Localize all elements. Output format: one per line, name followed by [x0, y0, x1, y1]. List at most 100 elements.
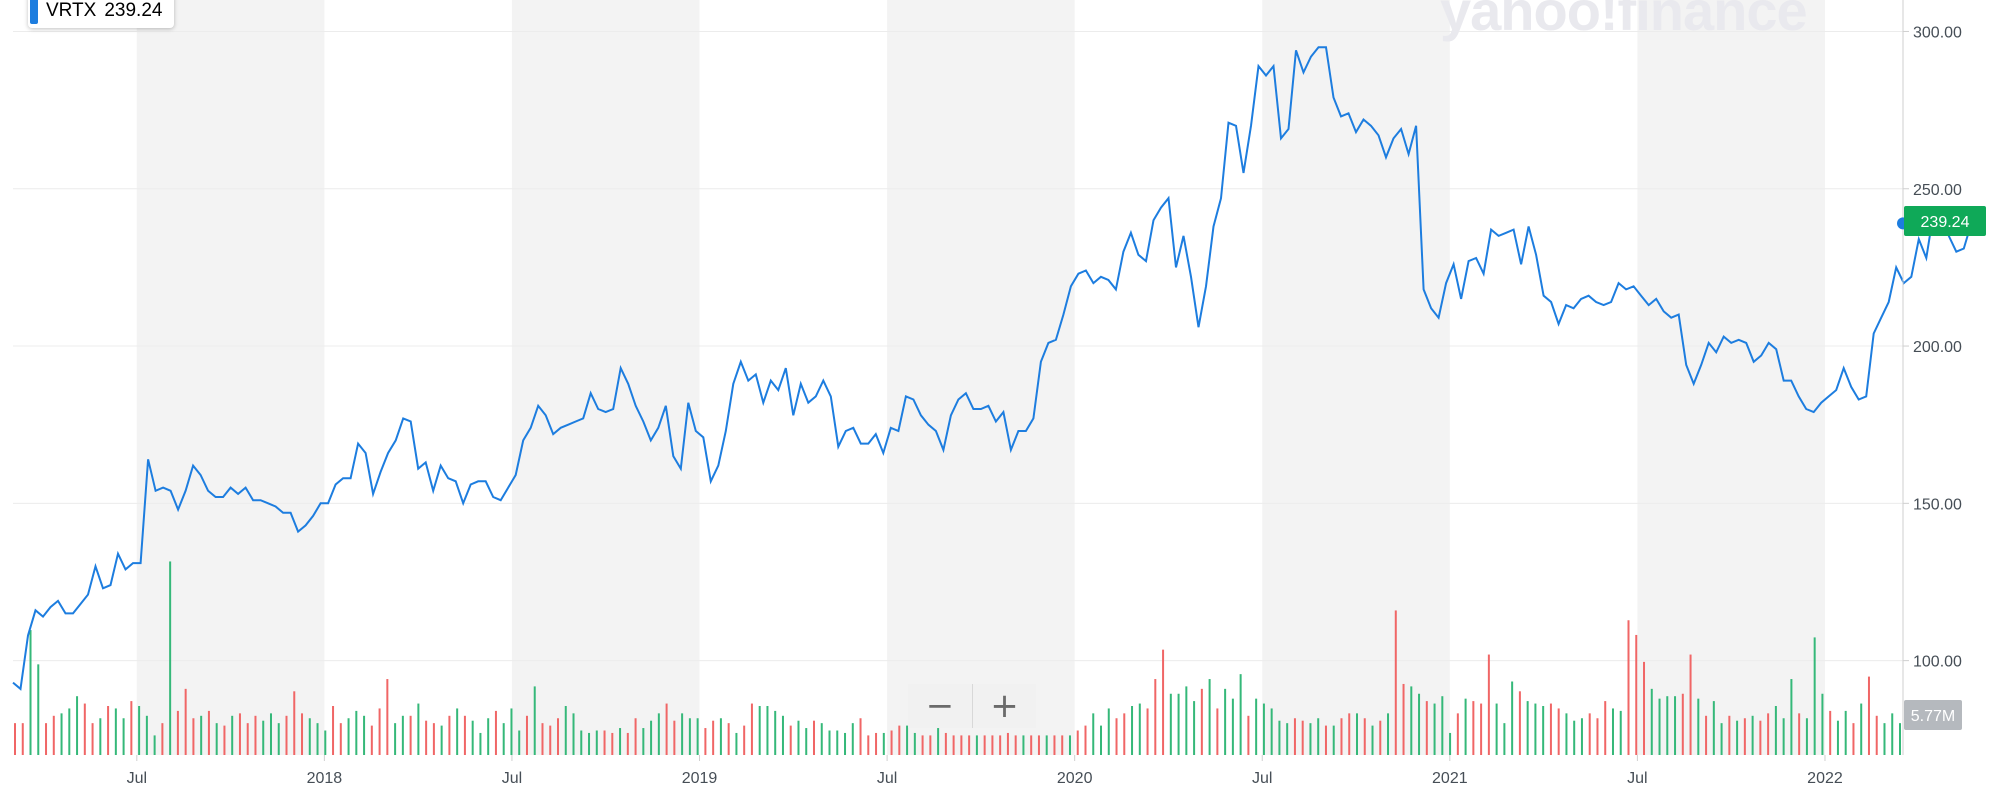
volume-bar-49	[394, 723, 397, 755]
volume-bar-61	[487, 718, 490, 755]
volume-bar-3	[37, 664, 40, 755]
volume-bar-172	[1348, 713, 1351, 755]
y-tick-label-2: 200.00	[1913, 339, 1962, 356]
volume-bar-120	[944, 732, 947, 755]
volume-bar-236	[1844, 710, 1847, 755]
volume-bar-187	[1464, 698, 1467, 755]
volume-bar-185	[1449, 732, 1452, 755]
volume-bar-241	[1883, 723, 1886, 755]
volume-bar-173	[1355, 713, 1358, 755]
volume-bar-233	[1821, 693, 1824, 755]
volume-bar-226	[1767, 713, 1770, 755]
volume-bar-202	[1580, 718, 1583, 755]
volume-bar-243	[1899, 723, 1901, 755]
volume-bar-129	[1014, 735, 1017, 755]
volume-bar-179	[1402, 683, 1405, 755]
volume-bar-212	[1658, 698, 1661, 755]
volume-bar-117	[921, 735, 924, 755]
volume-bar-9	[83, 703, 86, 755]
volume-bar-21	[176, 710, 179, 755]
ticker-symbol: VRTX	[46, 0, 97, 21]
volume-bar-34	[277, 723, 280, 755]
volume-bar-148	[1162, 649, 1165, 755]
volume-bar-56	[448, 715, 451, 755]
volume-bar-100	[789, 725, 792, 755]
volume-bar-193	[1511, 681, 1514, 755]
volume-bar-198	[1549, 703, 1552, 755]
volume-bar-80	[634, 718, 637, 755]
volume-bar-70	[557, 718, 560, 755]
volume-bar-213	[1666, 696, 1669, 755]
volume-bar-177	[1387, 713, 1390, 755]
volume-bar-109	[859, 718, 862, 755]
shaded-band-2	[887, 0, 1075, 755]
volume-bar-55	[440, 725, 443, 755]
volume-bar-20	[169, 561, 172, 755]
volume-bar-136	[1068, 735, 1071, 755]
volume-bar-32	[262, 720, 265, 755]
volume-bar-188	[1472, 701, 1475, 755]
volume-bar-139	[1092, 713, 1095, 755]
volume-bar-29	[238, 713, 241, 755]
volume-bar-206	[1611, 708, 1614, 755]
volume-bar-62	[494, 710, 497, 755]
price-badge-text: 239.24	[1921, 214, 1970, 231]
volume-bar-110	[867, 735, 870, 755]
volume-bar-170	[1332, 725, 1335, 755]
volume-bar-63	[502, 723, 505, 755]
volume-bar-145	[1138, 703, 1141, 755]
volume-bar-147	[1154, 679, 1157, 755]
volume-bar-153	[1200, 688, 1203, 755]
volume-bar-211	[1650, 688, 1653, 755]
x-tick-label-6: Jul	[1252, 770, 1272, 787]
volume-bar-111	[875, 732, 878, 755]
x-tick-label-3: 2019	[682, 770, 718, 787]
zoom-out-button[interactable]: −	[908, 684, 972, 728]
volume-bar-155	[1216, 708, 1219, 755]
volume-bar-0	[14, 723, 16, 755]
volume-bar-159	[1247, 715, 1250, 755]
volume-bar-86	[681, 713, 684, 755]
volume-bar-122	[960, 735, 963, 755]
volume-bar-14	[122, 718, 125, 755]
volume-bar-77	[611, 732, 614, 755]
volume-bar-224	[1751, 715, 1754, 755]
volume-bar-83	[657, 713, 660, 755]
volume-bar-174	[1363, 718, 1366, 755]
volume-bar-167	[1309, 723, 1312, 755]
volume-bar-166	[1301, 720, 1304, 755]
volume-bar-30	[246, 723, 249, 755]
volume-bar-158	[1239, 674, 1242, 755]
volume-bar-209	[1635, 634, 1638, 755]
yahoo-finance-watermark: yahoo!finance	[1440, 0, 1807, 42]
volume-bar-150	[1177, 693, 1180, 755]
x-tick-label-9: 2022	[1807, 770, 1843, 787]
volume-bar-217	[1697, 698, 1700, 755]
volume-bar-199	[1557, 708, 1560, 755]
volume-bar-96	[758, 706, 761, 755]
volume-bar-93	[735, 732, 738, 755]
volume-bar-7	[68, 708, 71, 755]
shaded-band-3	[1262, 0, 1450, 755]
volume-bar-237	[1852, 723, 1855, 755]
volume-bar-225	[1759, 720, 1762, 755]
series-color-marker	[30, 0, 38, 24]
y-tick-label-3: 150.00	[1913, 496, 1962, 513]
volume-bar-149	[1169, 693, 1172, 755]
volume-bar-24	[200, 715, 203, 755]
price-line[interactable]	[12, 46, 1973, 691]
volume-bar-131	[1030, 735, 1033, 755]
volume-bar-84	[665, 703, 668, 755]
volume-bar-186	[1456, 713, 1459, 755]
volume-bar-46	[370, 725, 373, 755]
volume-bar-140	[1100, 725, 1103, 755]
x-tick-label-5: 2020	[1057, 770, 1093, 787]
volume-bar-54	[432, 723, 435, 755]
volume-bar-38	[308, 718, 311, 755]
zoom-controls: − +	[908, 684, 1036, 728]
volume-bar-42	[339, 723, 342, 755]
volume-bar-154	[1208, 679, 1211, 755]
zoom-in-button[interactable]: +	[972, 684, 1036, 728]
volume-bar-216	[1689, 654, 1692, 755]
